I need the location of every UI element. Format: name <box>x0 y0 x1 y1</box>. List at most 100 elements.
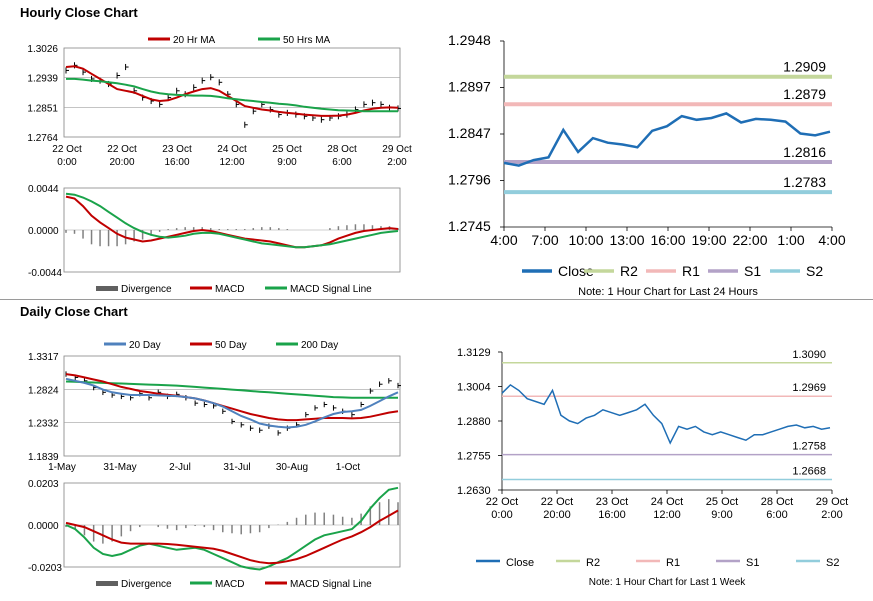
level-label-r2: 1.3090 <box>792 349 826 361</box>
legend-divergence-label: Divergence <box>121 284 172 295</box>
x-tick-label: 1-Oct <box>336 462 361 473</box>
x-tick-label: 20:00 <box>543 509 571 521</box>
y-tick-label: 1.2880 <box>457 416 491 428</box>
chart-note: Note: 1 Hour Chart for Last 24 Hours <box>578 286 758 298</box>
x-tick-label: 2:00 <box>821 509 842 521</box>
y-tick-label: 1.3129 <box>457 347 491 359</box>
signal-line <box>65 192 399 249</box>
hourly-macd-chart: 0.0044 0.0000 -0.0044 Divergence MACD MACD Si… <box>28 184 401 295</box>
legend-r1-label: R1 <box>666 557 680 569</box>
y-tick-label: 1.2332 <box>28 419 59 430</box>
x-tick-label: 4:00 <box>490 232 517 248</box>
macd-line <box>65 486 399 571</box>
y-tick-label: 0.0203 <box>28 479 59 490</box>
legend-divergence-swatch <box>96 286 118 291</box>
y-tick-label: 1.2796 <box>448 172 491 188</box>
y-tick-label: 1.2897 <box>448 79 491 95</box>
level-label-s2: 1.2668 <box>792 465 826 477</box>
chart-note: Note: 1 Hour Chart for Last 1 Week <box>589 577 747 588</box>
x-tick-label: 16:00 <box>598 509 626 521</box>
x-tick-label: 7:00 <box>531 232 558 248</box>
x-tick-label: 22 Oct <box>541 496 573 508</box>
y-tick-label: 1.2939 <box>27 74 58 85</box>
y-tick-label: 1.2824 <box>28 385 59 396</box>
x-tick-label: 9:00 <box>711 509 732 521</box>
ma200-line <box>65 380 398 399</box>
close-line <box>501 383 831 445</box>
hourly-section-title: Hourly Close Chart <box>20 5 138 20</box>
x-tick-label: 4:00 <box>818 232 845 248</box>
legend-s2-label: S2 <box>826 557 839 569</box>
y-tick-label: 1.3004 <box>457 382 491 394</box>
y-tick-label: 1.3026 <box>27 44 58 55</box>
x-tick-label: 12:00 <box>653 509 681 521</box>
x-tick-label: 10:00 <box>568 232 603 248</box>
level-label-r1: 1.2969 <box>792 382 826 394</box>
ma50-line <box>66 77 398 113</box>
x-tick-label: 24 Oct <box>217 144 247 155</box>
x-tick-label: 6:00 <box>332 157 352 168</box>
x-tick-label: 12:00 <box>219 157 244 168</box>
legend-ma20-label: 20 Hr MA <box>173 35 216 46</box>
x-tick-label: 31-May <box>103 462 136 473</box>
x-tick-label: 20:00 <box>109 157 134 168</box>
legend-r2-label: R2 <box>620 263 638 279</box>
level-label-s1: 1.2758 <box>792 441 826 453</box>
legend-r2-label: R2 <box>586 557 600 569</box>
y-tick-label: 0.0000 <box>28 521 59 532</box>
level-label-r2: 1.2909 <box>783 59 826 75</box>
level-label-s1: 1.2816 <box>783 144 826 160</box>
x-tick-label: 22 Oct <box>486 496 518 508</box>
legend-s1-label: S1 <box>746 557 759 569</box>
ma50-day-line <box>65 373 399 422</box>
legend-ma50-label: 50 Hrs MA <box>283 35 331 46</box>
y-tick-label: -0.0044 <box>28 268 62 279</box>
x-tick-label: 25 Oct <box>272 144 302 155</box>
legend-s1-label: S1 <box>744 263 761 279</box>
x-tick-label: 31-Jul <box>223 462 250 473</box>
close-line <box>503 112 831 167</box>
x-tick-label: 16:00 <box>164 157 189 168</box>
x-tick-label: 23 Oct <box>162 144 192 155</box>
legend-close-label: Close <box>558 263 594 279</box>
legend-s2-label: S2 <box>806 263 823 279</box>
x-tick-label: 30-Aug <box>276 462 308 473</box>
x-tick-label: 24 Oct <box>651 496 683 508</box>
legend-r1-label: R1 <box>682 263 700 279</box>
ma20-line <box>65 65 399 117</box>
y-tick-label: 1.2755 <box>457 451 491 463</box>
legend-50day-label: 50 Day <box>215 340 247 351</box>
x-tick-label: 29 Oct <box>382 144 412 155</box>
x-tick-label: 25 Oct <box>706 496 738 508</box>
y-tick-label: 1.2851 <box>27 103 58 114</box>
x-tick-label: 28 Oct <box>327 144 357 155</box>
y-tick-label: 1.2948 <box>448 32 491 48</box>
level-label-r1: 1.2879 <box>783 86 826 102</box>
legend-signal-label: MACD Signal Line <box>290 284 372 295</box>
x-tick-label: 29 Oct <box>816 496 848 508</box>
legend-signal-label: MACD Signal Line <box>290 579 372 590</box>
y-tick-label: 1.2630 <box>457 485 491 497</box>
legend-close-label: Close <box>506 557 534 569</box>
plot-frame <box>63 355 401 457</box>
x-tick-label: 22:00 <box>732 232 767 248</box>
y-tick-label: 1.1839 <box>28 452 59 463</box>
y-tick-label: -0.0203 <box>28 563 62 574</box>
x-tick-label: 1-May <box>48 462 76 473</box>
x-tick-label: 0:00 <box>57 157 77 168</box>
x-tick-label: 1:00 <box>777 232 804 248</box>
x-tick-label: 22 Oct <box>52 144 82 155</box>
ma20-day-line <box>65 377 399 429</box>
y-tick-label: 1.2847 <box>448 125 491 141</box>
daily-macd-chart: 0.0203 0.0000 -0.0203 Divergence MACD MACD Si… <box>28 479 401 590</box>
x-tick-label: 22 Oct <box>107 144 137 155</box>
y-tick-label: 0.0044 <box>28 184 59 195</box>
x-tick-label: 19:00 <box>691 232 726 248</box>
legend-macd-label: MACD <box>215 284 244 295</box>
section-divider <box>0 299 873 300</box>
x-tick-label: 2-Jul <box>169 462 191 473</box>
